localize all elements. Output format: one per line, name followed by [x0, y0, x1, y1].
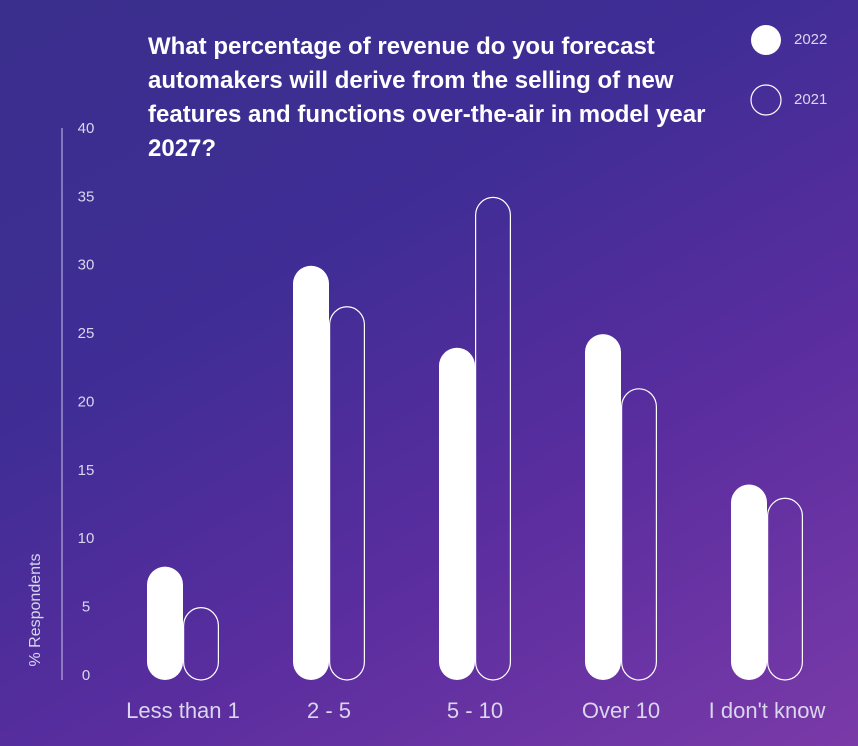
bar — [585, 334, 621, 680]
y-tick-label: 35 — [78, 188, 95, 205]
x-tick-label: 2 - 5 — [307, 698, 351, 723]
y-tick-label: 10 — [78, 530, 95, 547]
chart-title: What percentage of revenue do you foreca… — [148, 33, 706, 162]
bar — [293, 265, 329, 680]
y-tick-label: 25 — [78, 325, 95, 342]
y-tick-label: 5 — [82, 599, 90, 616]
bar — [329, 306, 366, 681]
legend-swatch — [751, 25, 781, 55]
y-axis-label: % Respondents — [27, 554, 44, 667]
bar — [620, 388, 657, 681]
bar — [475, 196, 512, 681]
x-tick-label: I don't know — [709, 698, 826, 723]
x-tick-label: Over 10 — [582, 698, 660, 723]
x-tick-label: 5 - 10 — [447, 698, 503, 723]
y-tick-label: 0 — [82, 667, 90, 684]
legend-label: 2021 — [794, 91, 827, 108]
bar — [147, 566, 183, 680]
legend-swatch — [750, 84, 782, 116]
bar — [183, 607, 220, 681]
y-tick-label: 40 — [78, 120, 95, 137]
bar — [731, 484, 767, 680]
legend-label: 2022 — [794, 31, 827, 48]
y-tick-label: 15 — [78, 462, 95, 479]
bar — [766, 497, 803, 681]
y-tick-label: 30 — [78, 257, 95, 274]
x-tick-label: Less than 1 — [126, 698, 240, 723]
y-tick-label: 20 — [78, 393, 95, 410]
bar — [439, 347, 475, 680]
